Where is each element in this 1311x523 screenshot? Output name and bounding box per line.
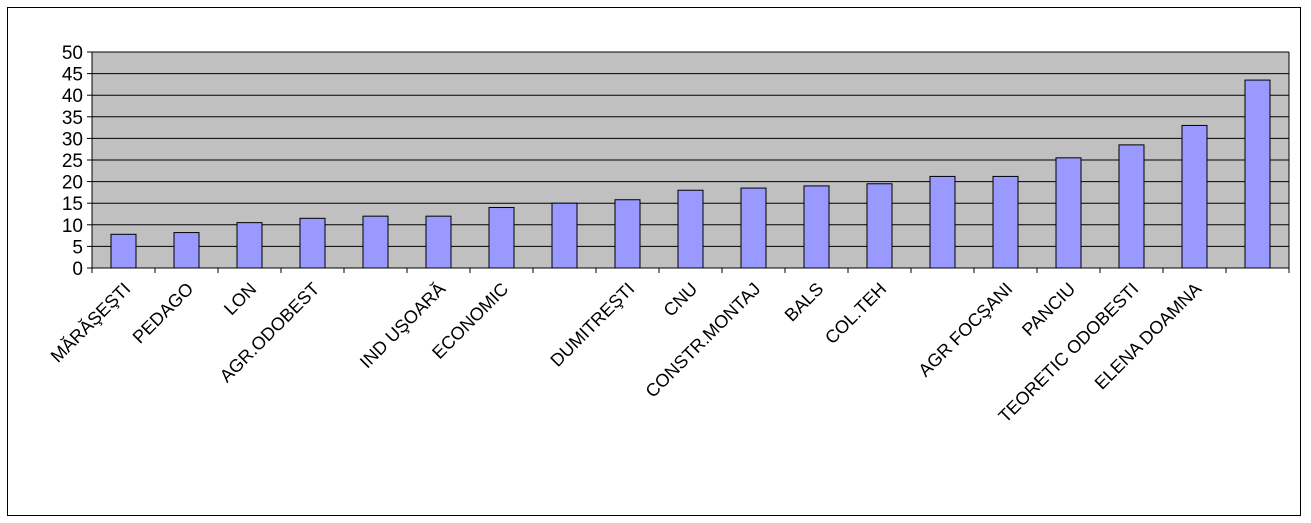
- category-label: ELENA DOAMNA: [1091, 279, 1206, 394]
- bar: [362, 215, 389, 269]
- bar: [614, 199, 641, 269]
- category-label: PANCIU: [1018, 279, 1079, 340]
- bar: [677, 189, 704, 269]
- category-label: LON: [220, 279, 260, 319]
- category-label: MĂRĂŞEŞTI: [47, 279, 135, 367]
- bar: [866, 183, 893, 269]
- bar: [740, 187, 767, 269]
- bar: [803, 185, 830, 269]
- bar: [425, 215, 452, 269]
- y-tick-label: 25: [62, 151, 83, 172]
- category-label: IND UŞOARĂ: [356, 279, 449, 372]
- bar: [929, 175, 956, 269]
- bar: [173, 232, 200, 269]
- category-label: BALS: [781, 279, 828, 326]
- category-label: CNU: [660, 279, 702, 321]
- category-label: CONSTR.MONTAJ: [642, 279, 765, 402]
- y-tick-label: 5: [72, 237, 83, 258]
- y-tick-label: 40: [62, 86, 83, 107]
- bar: [1055, 157, 1082, 269]
- bar: [488, 207, 515, 269]
- category-label: COL.TEH: [821, 279, 890, 348]
- bar: [992, 175, 1019, 269]
- bar: [1181, 124, 1208, 269]
- y-tick-label: 50: [62, 43, 83, 64]
- y-tick-label: 15: [62, 194, 83, 215]
- bar: [1118, 144, 1145, 269]
- bar: [236, 222, 263, 269]
- y-tick-label: 0: [72, 259, 83, 280]
- y-tick-label: 10: [62, 216, 83, 237]
- bar: [551, 202, 578, 269]
- bars: [110, 79, 1271, 269]
- x-tick-marks: [91, 268, 1290, 273]
- category-label: DUMITREŞTI: [546, 279, 638, 371]
- y-tick-label: 35: [62, 108, 83, 129]
- y-tick-label: 30: [62, 129, 83, 150]
- category-label: PEDAGO: [129, 279, 198, 348]
- y-tick-label: 45: [62, 65, 83, 86]
- category-label: AGR FOCŞANI: [914, 279, 1016, 381]
- bar: [110, 233, 137, 269]
- y-tick-label: 20: [62, 173, 83, 194]
- bar: [1244, 79, 1271, 269]
- bar: [299, 217, 326, 269]
